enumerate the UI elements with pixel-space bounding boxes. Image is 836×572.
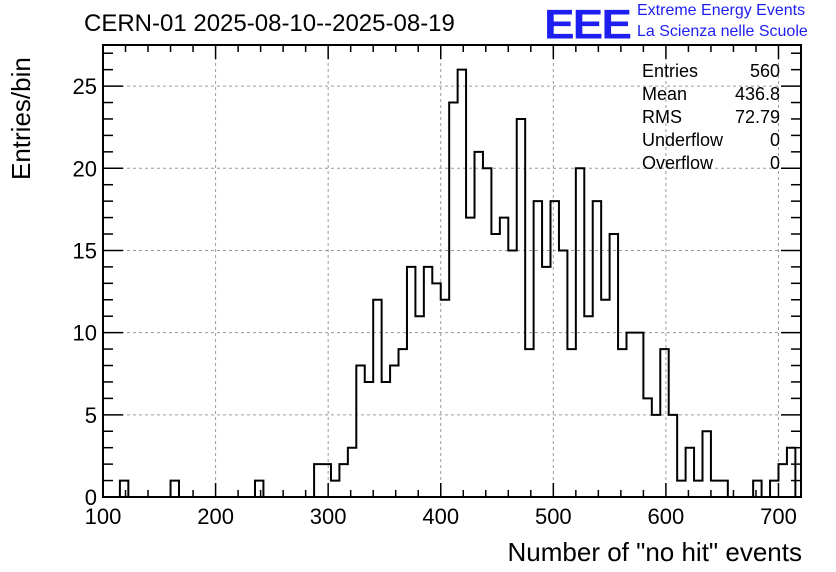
- y-axis-label: Entries/bin: [6, 57, 36, 180]
- histogram-bin: [669, 415, 677, 497]
- x-tick-label: 400: [422, 504, 459, 529]
- stat-row-entries: Entries 560: [642, 60, 780, 83]
- stat-value: 72.79: [734, 107, 780, 127]
- histogram-bin: [525, 349, 533, 497]
- histogram-bin: [770, 481, 778, 497]
- histogram-bin: [314, 464, 322, 497]
- y-tick-label: 10: [73, 321, 97, 346]
- histogram-bin: [517, 119, 525, 497]
- histogram-bin: [424, 267, 432, 497]
- histogram-bin: [542, 267, 550, 497]
- histogram-bin: [508, 250, 516, 497]
- stats-box: Entries 560 Mean 436.8 RMS 72.79 Underfl…: [642, 60, 780, 175]
- x-tick-label: 600: [648, 504, 685, 529]
- histogram-bin: [491, 234, 499, 497]
- histogram-bin: [559, 250, 567, 497]
- histogram-bin: [593, 201, 601, 497]
- histogram-bin: [466, 218, 474, 497]
- y-tick-label: 0: [85, 485, 97, 510]
- histogram-bin: [458, 70, 466, 497]
- histogram-bin: [365, 382, 373, 497]
- histogram-bin: [567, 349, 575, 497]
- x-tick-label: 100: [85, 504, 122, 529]
- histogram-bin: [415, 316, 423, 497]
- plot-frame: [102, 44, 802, 498]
- histogram-bin: [339, 464, 347, 497]
- stat-label: Entries: [642, 61, 699, 81]
- histogram-bin: [551, 201, 559, 497]
- histogram-bin: [652, 415, 660, 497]
- histogram-bin: [373, 300, 381, 497]
- histogram-bin: [660, 349, 668, 497]
- stat-row-underflow: Underflow 0: [642, 129, 780, 152]
- x-tick-label: 300: [310, 504, 347, 529]
- x-axis-label: Number of "no hit" events: [507, 537, 803, 567]
- stat-value: 436.8: [734, 84, 780, 104]
- histogram-bin: [382, 382, 390, 497]
- histogram-bin: [787, 448, 795, 497]
- histogram-bin: [711, 481, 719, 497]
- y-tick-label: 15: [73, 238, 97, 263]
- histogram-bin: [694, 481, 702, 497]
- logo-line-2: La Scienza nelle Scuole: [637, 23, 808, 40]
- stat-label: Mean: [642, 84, 688, 104]
- histogram-bin: [753, 481, 761, 497]
- stat-value: 560: [749, 61, 780, 81]
- histogram-bin: [702, 431, 710, 497]
- histogram-bin: [441, 300, 449, 497]
- histogram-bin: [601, 300, 609, 497]
- stat-row-overflow: Overflow 0: [642, 152, 780, 175]
- histogram-bin: [778, 464, 786, 497]
- histogram-bin: [618, 349, 626, 497]
- histogram-bin: [331, 481, 339, 497]
- histogram-bin: [610, 234, 618, 497]
- histogram-bin: [500, 218, 508, 497]
- stat-value: 0: [769, 153, 780, 173]
- histogram-bin: [432, 283, 440, 497]
- stat-value: 0: [769, 130, 780, 150]
- histogram-bin: [449, 103, 457, 497]
- histogram-bin: [643, 398, 651, 497]
- histogram-bin: [677, 481, 685, 497]
- stat-label: RMS: [642, 107, 682, 127]
- stat-row-rms: RMS 72.79: [642, 106, 780, 129]
- histogram-bin: [534, 201, 542, 497]
- stat-label: Underflow: [642, 130, 724, 150]
- y-tick-label: 20: [73, 156, 97, 181]
- eee-logo: EEE: [544, 0, 632, 48]
- histogram-bin: [399, 349, 407, 497]
- histogram-bin: [475, 152, 483, 497]
- x-tick-label: 200: [197, 504, 234, 529]
- histogram-bin: [356, 366, 364, 497]
- logo-line-1: Extreme Energy Events: [637, 2, 806, 19]
- histogram-bin: [120, 481, 128, 497]
- histogram-bin: [390, 366, 398, 497]
- histogram-outline: [103, 68, 797, 498]
- histogram-bin: [719, 481, 727, 497]
- x-tick-label: 500: [535, 504, 572, 529]
- y-tick-label: 5: [85, 403, 97, 428]
- histogram-bin: [686, 448, 694, 497]
- x-tick-label: 700: [760, 504, 797, 529]
- chart-title: CERN-01 2025-08-10--2025-08-19: [84, 10, 455, 37]
- histogram-bin: [584, 316, 592, 497]
- histogram-bin: [255, 481, 263, 497]
- stat-row-mean: Mean 436.8: [642, 83, 780, 106]
- histogram-bin: [407, 267, 415, 497]
- histogram-bin: [323, 464, 331, 497]
- stat-label: Overflow: [642, 153, 714, 173]
- histogram-bin: [348, 448, 356, 497]
- y-tick-label: 25: [73, 74, 97, 99]
- histogram-bin: [171, 481, 179, 497]
